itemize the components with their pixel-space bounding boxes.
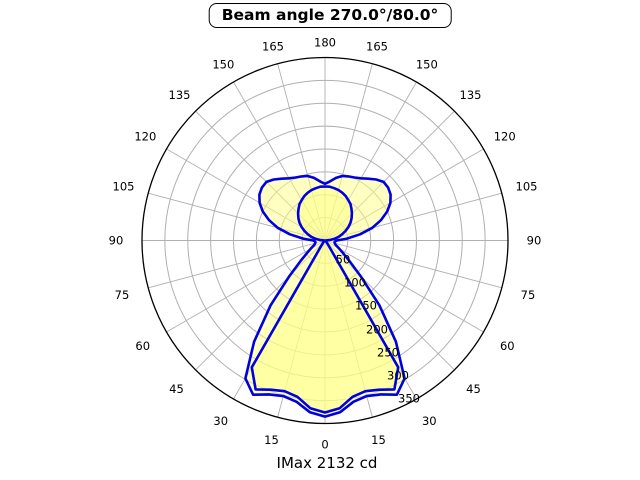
radius-tick-label: 150	[355, 299, 377, 313]
chart-title: Beam angle 270.0°/80.0°	[208, 3, 452, 28]
angle-tick-label: 45	[466, 382, 481, 396]
radius-tick-label: 200	[366, 323, 388, 337]
radius-tick-label: 100	[344, 276, 366, 290]
angle-tick-label: 75	[521, 288, 536, 302]
angle-tick-label: 180	[314, 36, 336, 50]
radius-tick-label: 250	[377, 346, 399, 360]
beam-trace-beam-plane-80deg	[250, 185, 400, 414]
angle-tick-label: 15	[371, 433, 386, 447]
angle-tick-label: 30	[213, 414, 228, 428]
imax-label: IMax 2132 cd	[276, 454, 378, 472]
angle-tick-label: 15	[264, 433, 279, 447]
angle-tick-label: 60	[135, 339, 150, 353]
angle-tick-label: 75	[115, 288, 130, 302]
angle-tick-label: 165	[366, 40, 388, 54]
angle-tick-label: 105	[516, 180, 538, 194]
angle-tick-label: 120	[494, 130, 516, 144]
angle-tick-label: 60	[500, 339, 515, 353]
angle-tick-label: 30	[422, 414, 437, 428]
angle-tick-label: 120	[134, 130, 156, 144]
radius-tick-label: 300	[387, 369, 409, 383]
angle-tick-label: 135	[460, 88, 482, 102]
angle-tick-label: 90	[527, 234, 542, 248]
angle-tick-label: 150	[212, 57, 234, 71]
angle-tick-label: 45	[169, 382, 184, 396]
radius-tick-label: 50	[336, 253, 351, 267]
angle-tick-label: 150	[416, 57, 438, 71]
angle-tick-label: 135	[169, 88, 191, 102]
angle-tick-label: 165	[262, 40, 284, 54]
angle-tick-label: 105	[113, 180, 135, 194]
radius-tick-label: 350	[398, 392, 420, 406]
angle-tick-label: 90	[109, 234, 124, 248]
angle-tick-label: 0	[321, 438, 328, 452]
outer-ring	[141, 56, 509, 425]
